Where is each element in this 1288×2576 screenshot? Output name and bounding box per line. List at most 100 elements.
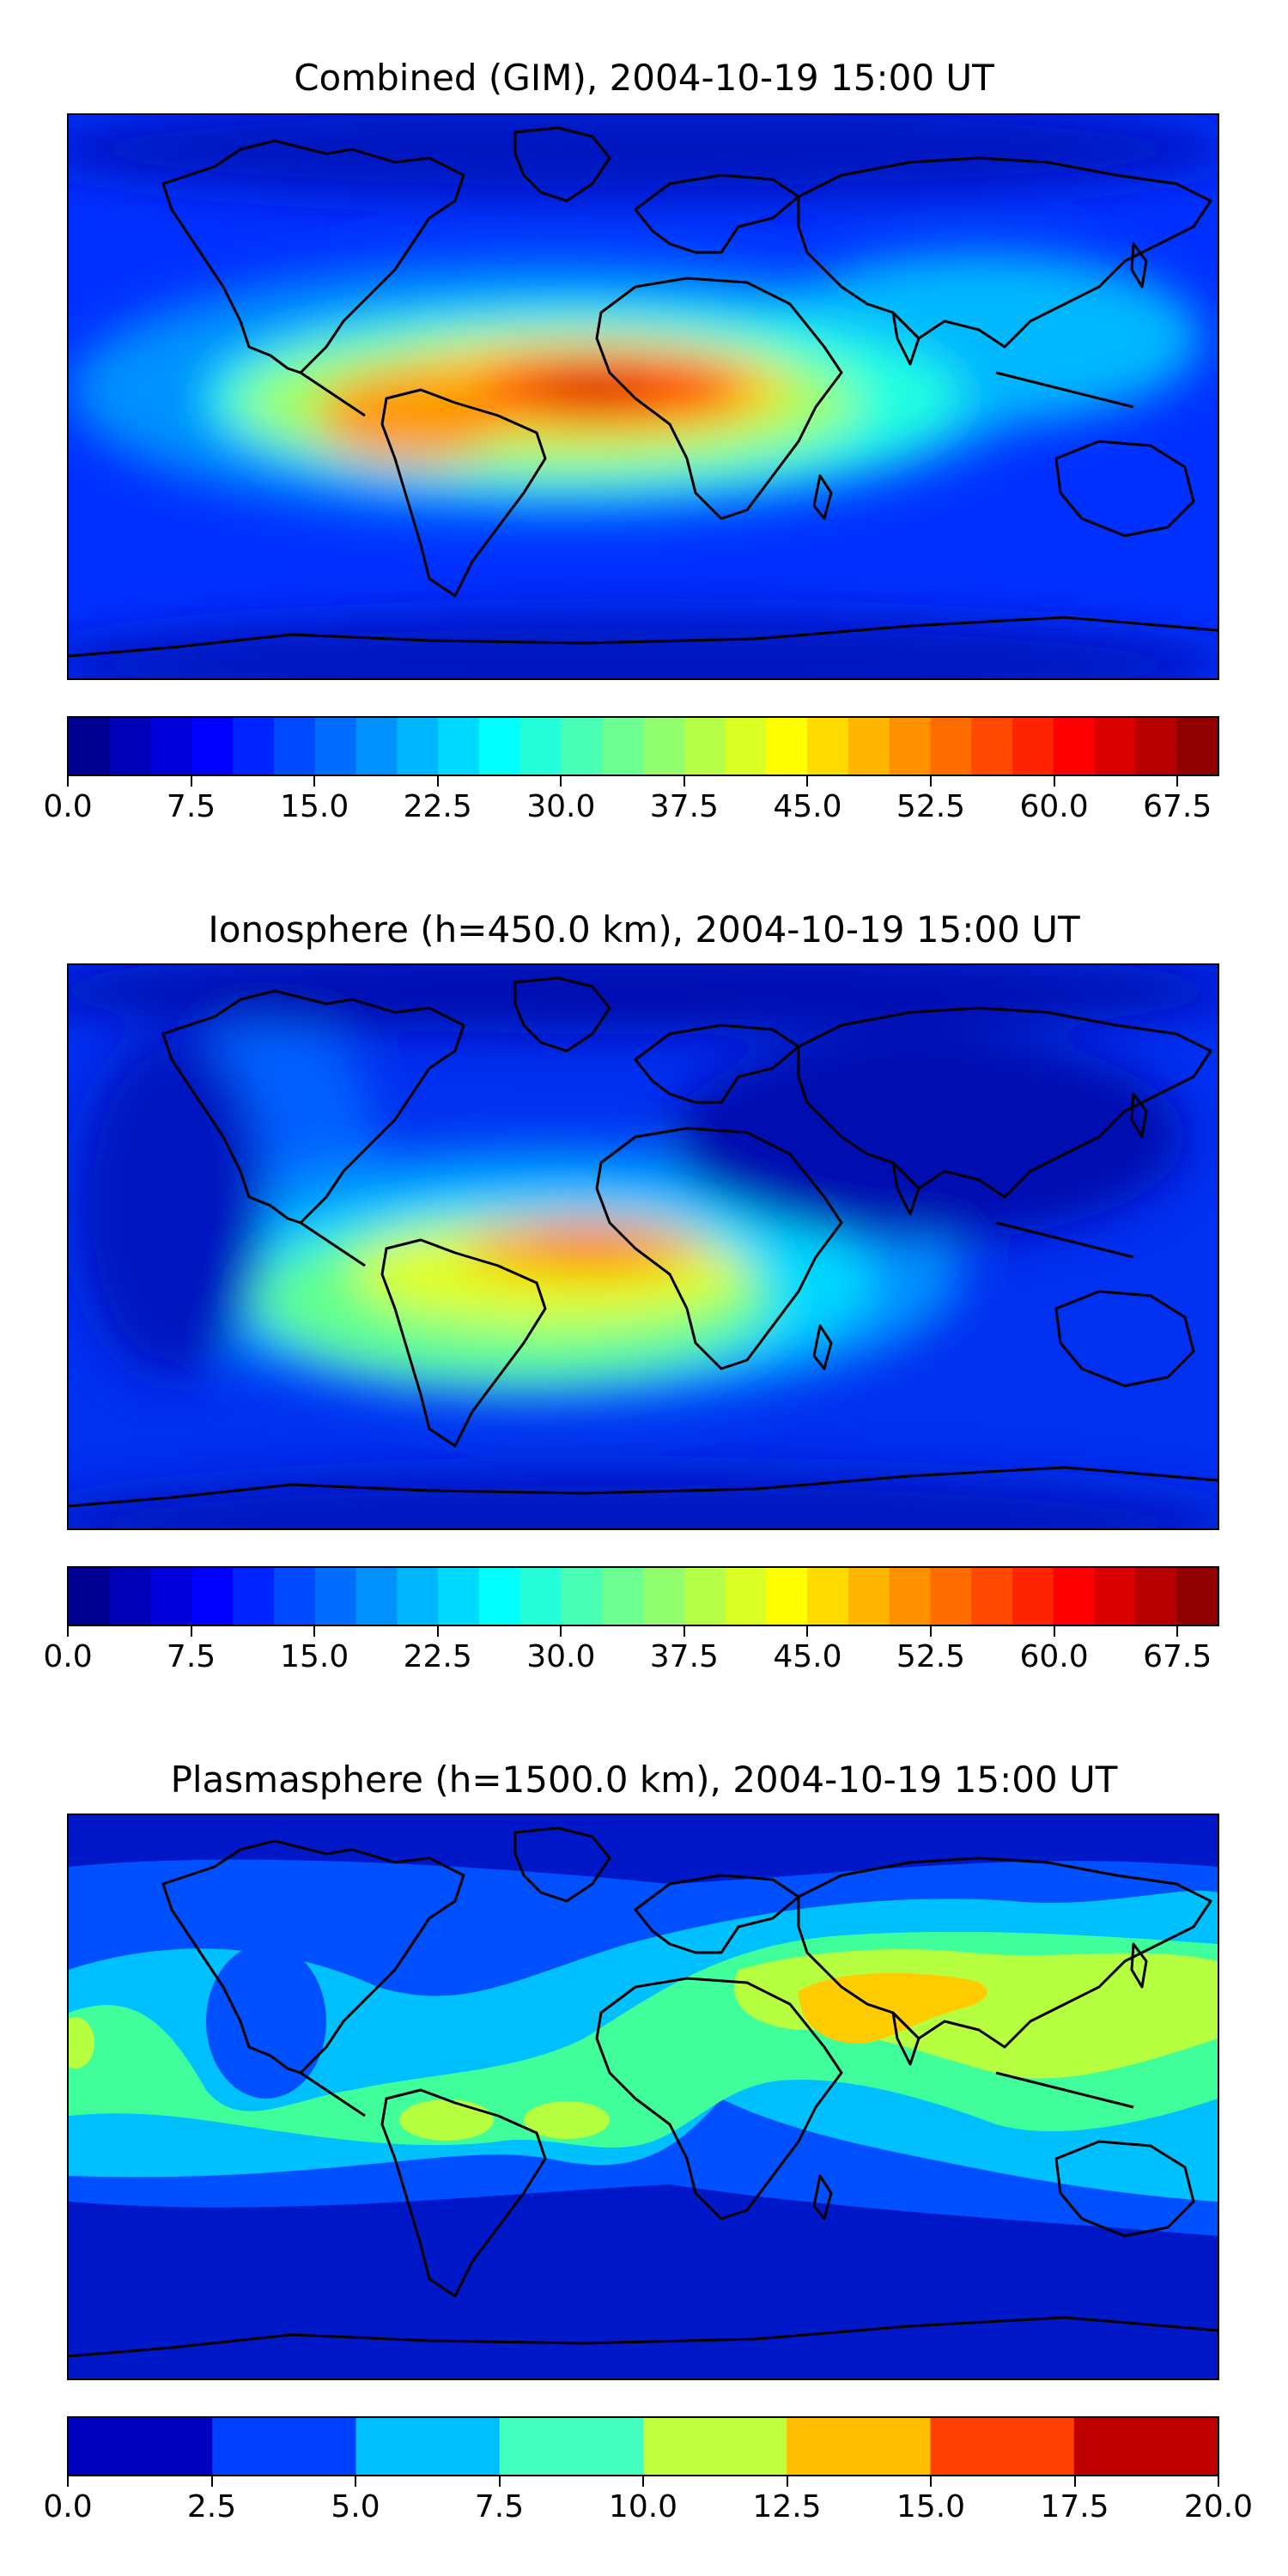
colorbar-swatch (233, 718, 275, 775)
colorbar-swatches (69, 1568, 1218, 1625)
colorbar-swatch (69, 2418, 213, 2475)
colorbar-tick-label: 15.0 (280, 789, 349, 824)
colorbar-swatch (397, 1568, 439, 1625)
colorbar-swatch (602, 1568, 644, 1625)
chart-title-plasmasphere: Plasmasphere (h=1500.0 km), 2004-10-19 1… (170, 1759, 1118, 1801)
colorbar-tick-label: 0.0 (43, 1639, 93, 1674)
colorbar-tick (683, 776, 685, 787)
colorbar-tick (355, 2476, 356, 2487)
colorbar-tick (436, 1626, 439, 1637)
colorbar-tick (806, 1626, 809, 1637)
colorbar-tick-label: 12.5 (752, 2489, 822, 2524)
colorbar-swatch (643, 718, 685, 775)
colorbar-swatch (1073, 2418, 1218, 2475)
field-feature (532, 373, 653, 407)
colorbar-swatch (683, 1568, 726, 1625)
colorbar-tick-label: 67.5 (1143, 789, 1212, 824)
colorbar-swatch (69, 718, 111, 775)
colorbar-tick (1073, 2476, 1076, 2487)
colorbar-tick (930, 1626, 932, 1637)
colorbar-plasmasphere (67, 2416, 1219, 2476)
colorbar-swatch (69, 1568, 111, 1625)
field-feature (399, 2099, 494, 2141)
colorbar-tick-label: 37.5 (649, 1639, 719, 1674)
field-feature (318, 368, 507, 463)
colorbar-swatch (233, 1568, 275, 1625)
colorbar-swatch (1094, 1568, 1137, 1625)
colorbar-swatch (355, 718, 398, 775)
field-feature (69, 965, 1218, 1034)
colorbar-tick (786, 2476, 788, 2487)
colorbar-tick-label: 67.5 (1143, 1639, 1212, 1674)
map-panel-plasmasphere (67, 1814, 1219, 2380)
colorbar-swatch (725, 718, 767, 775)
colorbar-swatch (499, 2418, 644, 2475)
colorbar-swatch (438, 718, 480, 775)
colorbar-swatch (971, 1568, 1013, 1625)
colorbar-swatch (683, 718, 726, 775)
colorbar-swatch (561, 718, 603, 775)
colorbar-swatch (725, 1568, 767, 1625)
colorbar-tick-label: 52.5 (896, 789, 966, 824)
colorbar-tick-label: 17.5 (1040, 2489, 1109, 2524)
map-panel-combined (67, 113, 1219, 680)
colorbar-swatch (1053, 718, 1096, 775)
colorbar-swatch (848, 1568, 890, 1625)
colorbar-swatch (109, 718, 152, 775)
colorbar-tick (930, 776, 932, 787)
colorbar-tick (1053, 776, 1055, 787)
colorbar-tick (1176, 1626, 1179, 1637)
field-feature (670, 1034, 1185, 1240)
colorbar-swatch (561, 1568, 603, 1625)
colorbar-swatch (355, 2418, 501, 2475)
colorbar-swatch (273, 1568, 316, 1625)
colorbar-swatch (314, 1568, 357, 1625)
colorbar-swatch (807, 1568, 849, 1625)
colorbar-swatch (1135, 718, 1177, 775)
colorbar-tick-label: 30.0 (526, 1639, 596, 1674)
colorbar-swatch (1135, 1568, 1177, 1625)
colorbar-swatch (355, 1568, 398, 1625)
colorbar-swatch (273, 718, 316, 775)
colorbar-tick (560, 1626, 562, 1637)
colorbar-tick (210, 2476, 213, 2487)
colorbar-tick-label: 7.5 (166, 1639, 216, 1674)
colorbar-swatch (602, 718, 644, 775)
colorbar-swatch (889, 718, 932, 775)
colorbar-swatch (1176, 718, 1218, 775)
colorbar-swatch (109, 1568, 152, 1625)
field-feature (206, 1944, 326, 2099)
colorbar-tick-label: 30.0 (526, 789, 596, 824)
colorbar-tick-label: 60.0 (1019, 1639, 1089, 1674)
colorbar-swatch (150, 718, 192, 775)
colorbar-tick-label: 0.0 (43, 789, 93, 824)
colorbar-swatches (69, 718, 1218, 775)
colorbar-tick (498, 2476, 501, 2487)
colorbar-swatch (519, 718, 562, 775)
colorbar-tick-label: 52.5 (896, 1639, 966, 1674)
colorbar-tick (67, 776, 69, 787)
colorbar-tick (190, 776, 192, 787)
colorbar-tick (1176, 776, 1179, 787)
colorbar-tick-label: 10.0 (608, 2489, 678, 2524)
colorbar-tick (560, 776, 562, 787)
colorbar-swatch (643, 2418, 787, 2475)
colorbar-swatch (1012, 718, 1054, 775)
colorbar-swatch (478, 1568, 521, 1625)
colorbar-swatches (69, 2418, 1218, 2475)
colorbar-swatch (397, 718, 439, 775)
colorbar-tick (190, 1626, 192, 1637)
colorbar-tick-label: 5.0 (331, 2489, 380, 2524)
colorbar-swatch (478, 718, 521, 775)
field-feature (524, 2101, 610, 2139)
field-feature (69, 1472, 1218, 1528)
colorbar-swatch (971, 718, 1013, 775)
colorbar-swatch (766, 1568, 808, 1625)
colorbar-swatch (1094, 718, 1137, 775)
field-feature (69, 115, 1218, 201)
colorbar-swatch (930, 718, 972, 775)
colorbar-tick-label: 45.0 (773, 1639, 842, 1674)
colorbar-swatch (1053, 1568, 1096, 1625)
colorbar-tick-label: 0.0 (43, 2489, 93, 2524)
colorbar-swatch (438, 1568, 480, 1625)
